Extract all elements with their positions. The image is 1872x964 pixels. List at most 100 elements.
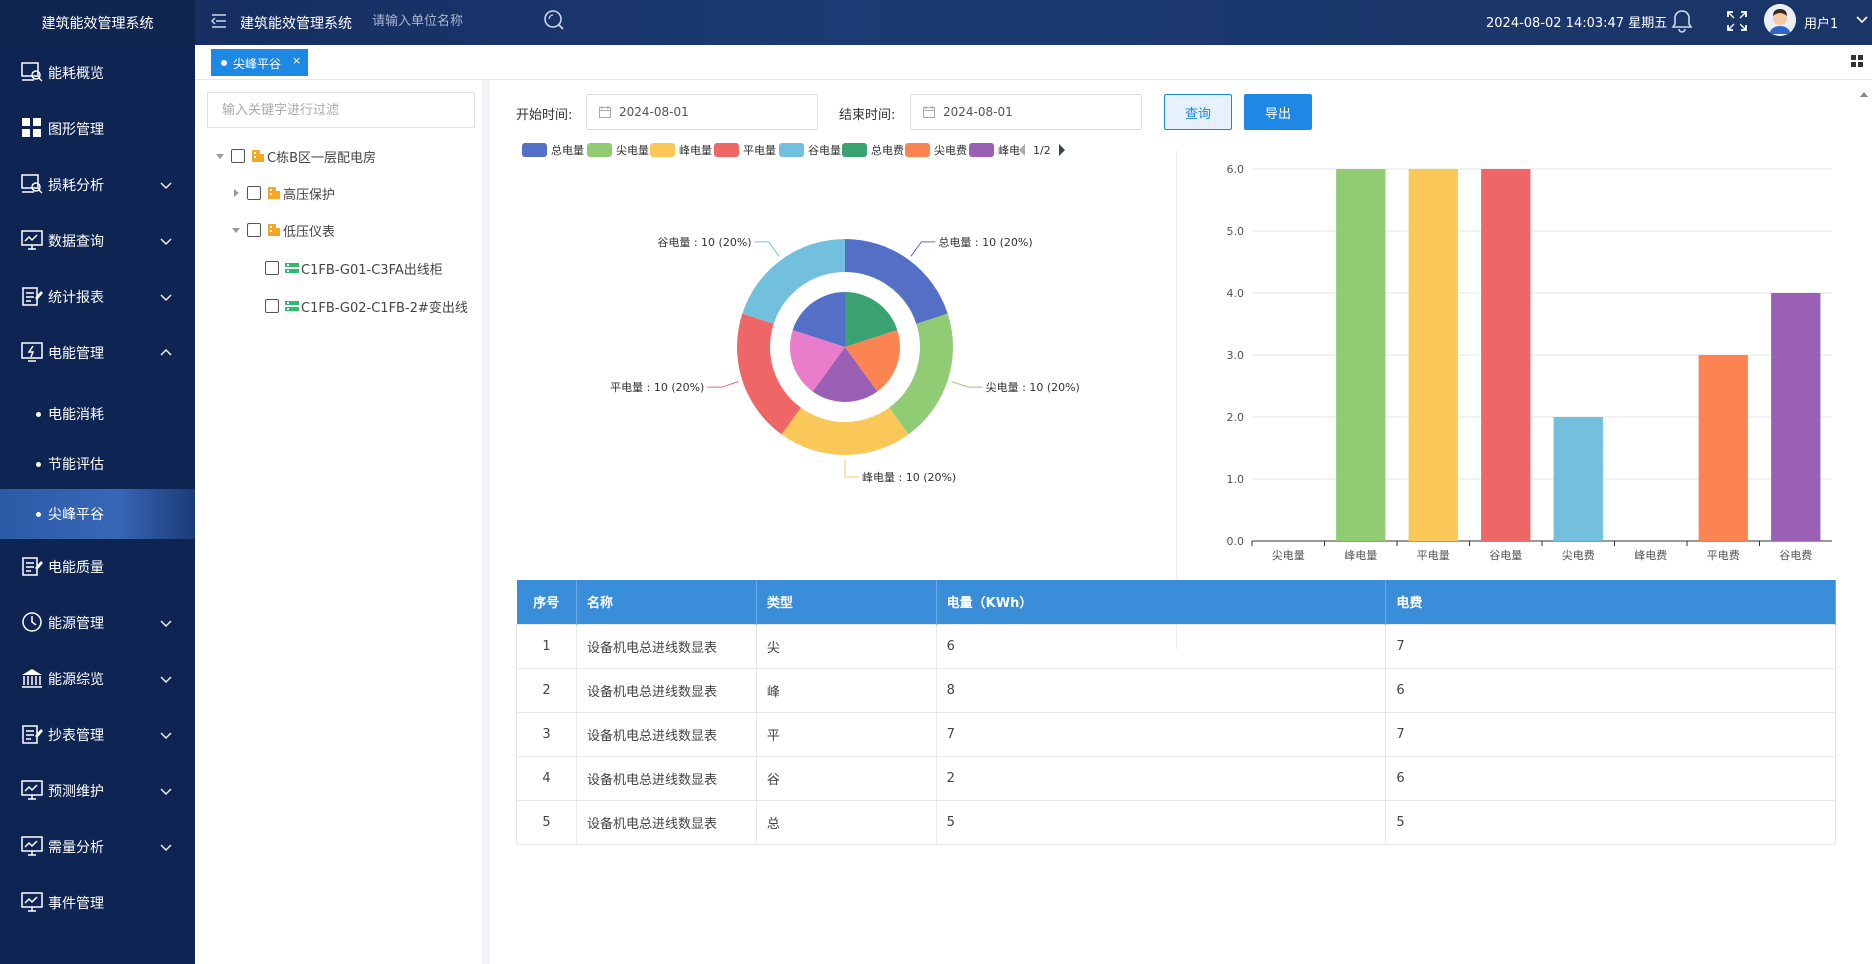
table-header-cell[interactable]: 序号 (516, 580, 577, 624)
tree-node[interactable]: 高压保护 (231, 182, 482, 204)
sidebar-item[interactable]: 能耗概览 (0, 45, 195, 101)
donut-inner-slice[interactable] (790, 330, 845, 392)
caret-right-icon[interactable] (231, 188, 241, 198)
bar[interactable] (1408, 169, 1458, 541)
pager-prev-icon[interactable] (1017, 143, 1027, 157)
sidebar-item[interactable]: 电能质量 (0, 539, 195, 595)
export-button[interactable]: 导出 (1244, 94, 1312, 130)
tree-node[interactable]: C栋B区一层配电房 (215, 145, 482, 167)
chevron-down-icon[interactable] (160, 180, 172, 190)
bar[interactable] (1771, 293, 1821, 541)
sidebar-item[interactable]: 抄表管理 (0, 707, 195, 763)
fullscreen-icon[interactable] (1726, 10, 1748, 32)
caret-down-icon[interactable] (215, 151, 225, 161)
avatar[interactable] (1764, 4, 1796, 36)
tree-checkbox[interactable] (231, 149, 245, 163)
bar[interactable] (1481, 169, 1531, 541)
sidebar-item[interactable]: 预测维护 (0, 763, 195, 819)
tree-filter-input[interactable] (207, 92, 475, 128)
table-header-cell[interactable]: 电量（KWh） (936, 580, 1387, 624)
sidebar-item[interactable]: 电能管理 (0, 325, 195, 381)
caret-down-icon[interactable] (231, 225, 241, 235)
chevron-down-icon[interactable] (160, 730, 172, 740)
tree-node[interactable]: 低压仪表 (231, 219, 482, 241)
sidebar-item[interactable]: 能源综览 (0, 651, 195, 707)
legend-item[interactable]: 峰电量 (650, 142, 712, 158)
pager-next-icon[interactable] (1057, 143, 1067, 157)
legend-swatch (905, 143, 930, 157)
donut-outer-slice[interactable] (889, 313, 953, 435)
chevron-down-icon[interactable] (160, 618, 172, 628)
tree-checkbox[interactable] (265, 299, 279, 313)
bar[interactable] (1553, 417, 1603, 541)
end-date-picker[interactable]: 2024-08-01 (910, 94, 1142, 130)
sidebar-subitem[interactable]: 节能评估 (0, 439, 195, 489)
tree-checkbox[interactable] (265, 261, 279, 275)
sidebar-item[interactable]: 数据查询 (0, 213, 195, 269)
donut-inner-slice[interactable] (792, 292, 845, 347)
tree-node[interactable]: C1FB-G01-C3FA出线柜 (265, 257, 482, 279)
legend-item[interactable]: 尖电费 (905, 142, 967, 158)
chevron-up-icon[interactable] (160, 348, 172, 358)
table-header-cell[interactable]: 名称 (576, 580, 757, 624)
sidebar-item[interactable]: 需量分析 (0, 819, 195, 875)
bar[interactable] (1336, 169, 1386, 541)
tab-peak-valley[interactable]: 尖峰平谷 × (211, 49, 308, 76)
table-row[interactable]: 4 设备机电总进线数显表谷 2 6 (516, 755, 1836, 801)
chevron-down-icon[interactable] (160, 236, 172, 246)
table-row[interactable]: 5 设备机电总进线数显表总 5 5 (516, 799, 1836, 845)
donut-inner-slice[interactable] (812, 347, 878, 402)
sidebar-item[interactable]: 统计报表 (0, 269, 195, 325)
sidebar-item-label: 图形管理 (48, 122, 104, 138)
menu-toggle-icon[interactable] (210, 12, 228, 30)
start-date-picker[interactable]: 2024-08-01 (586, 94, 818, 130)
legend-item[interactable]: 总电费 (842, 142, 904, 158)
unit-search-input[interactable] (372, 9, 542, 33)
table-cell: 2 (935, 755, 1387, 801)
legend-item[interactable]: 尖电量 (587, 142, 649, 158)
scroll-up-icon[interactable] (1860, 90, 1868, 100)
sidebar-item[interactable]: 事件管理 (0, 875, 195, 931)
sidebar-item[interactable]: 图形管理 (0, 101, 195, 157)
donut-outer-slice[interactable] (737, 313, 801, 435)
legend-item[interactable]: 峰电 (969, 142, 1020, 158)
sidebar-subitem[interactable]: 电能消耗 (0, 389, 195, 439)
chevron-down-icon[interactable] (160, 292, 172, 302)
sidebar-item[interactable]: 能源管理 (0, 595, 195, 651)
donut-outer-slice[interactable] (742, 239, 845, 324)
donut-inner-slice[interactable] (845, 330, 900, 392)
bell-icon[interactable] (1670, 8, 1694, 34)
search-icon[interactable] (543, 9, 565, 31)
donut-slice-label: 尖电量 : 10 (20%) (986, 381, 1080, 394)
chevron-down-icon[interactable] (160, 674, 172, 684)
grid-menu-icon[interactable] (1851, 55, 1863, 67)
table-cell: 设备机电总进线数显表 (575, 799, 757, 845)
bar[interactable] (1698, 355, 1748, 541)
user-name[interactable]: 用户1 (1804, 17, 1839, 32)
tab-close-button[interactable]: × (292, 54, 302, 67)
table-header-cell[interactable]: 电费 (1385, 580, 1836, 624)
chevron-down-icon[interactable] (160, 842, 172, 852)
sidebar-item[interactable]: 损耗分析 (0, 157, 195, 213)
tree-checkbox[interactable] (247, 223, 261, 237)
tree-checkbox[interactable] (247, 186, 261, 200)
table-row[interactable]: 2 设备机电总进线数显表峰 8 6 (516, 667, 1836, 713)
table-row[interactable]: 1 设备机电总进线数显表尖 6 7 (516, 623, 1836, 669)
y-tick-label: 3.0 (1227, 349, 1245, 362)
sidebar-subitem[interactable]: 尖峰平谷 (0, 489, 195, 539)
query-button[interactable]: 查询 (1164, 94, 1232, 130)
legend-swatch (842, 143, 867, 157)
table-cell: 6 (1385, 755, 1836, 801)
table-row[interactable]: 3 设备机电总进线数显表平 7 7 (516, 711, 1836, 757)
chevron-down-icon[interactable] (1856, 15, 1868, 25)
legend-item[interactable]: 总电量 (522, 142, 584, 158)
legend-item[interactable]: 谷电量 (779, 142, 841, 158)
tree-node[interactable]: C1FB-G02-C1FB-2#变出线 (265, 295, 482, 317)
donut-outer-slice[interactable] (781, 407, 909, 455)
table-header-cell[interactable]: 类型 (756, 580, 937, 624)
donut-outer-slice[interactable] (845, 239, 948, 324)
legend-item[interactable]: 平电量 (714, 142, 776, 158)
donut-inner-slice[interactable] (845, 292, 898, 347)
chevron-down-icon[interactable] (160, 786, 172, 796)
bar-chart: 0.0 1.0 2.0 3.0 4.0 5.0 6.0 尖电量 峰电量 平电量 谷电量 尖电费 峰电费 平… (1227, 163, 1832, 562)
